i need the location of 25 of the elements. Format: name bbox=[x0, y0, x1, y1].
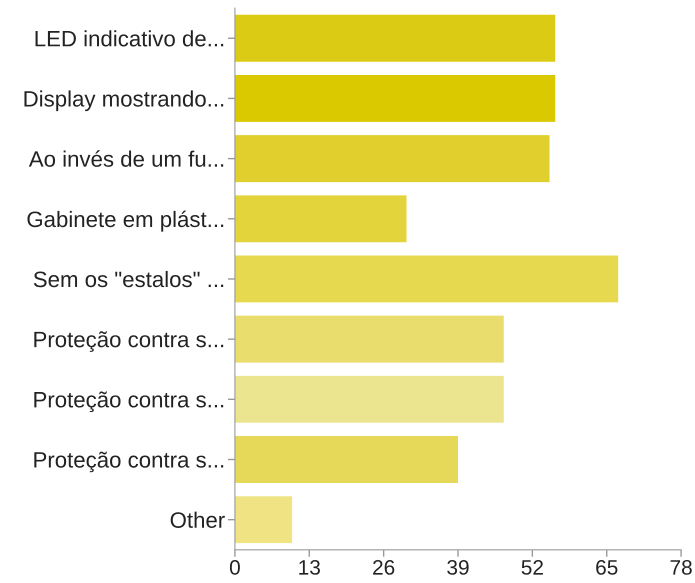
x-tick-label: 13 bbox=[299, 560, 320, 575]
y-tick-label: Sem os "estalos" ... bbox=[34, 270, 224, 288]
x-tick-label: 78 bbox=[670, 560, 692, 575]
bar bbox=[234, 496, 292, 544]
bar bbox=[234, 376, 504, 423]
y-tick-label: Gabinete em plást... bbox=[27, 210, 224, 232]
bar bbox=[234, 74, 556, 122]
x-tick-label: 26 bbox=[373, 560, 394, 575]
y-tick-label: Proteção contra s... bbox=[34, 391, 224, 412]
y-tick-label: LED indicativo de... bbox=[36, 30, 224, 47]
y-tick-label: Other bbox=[170, 512, 225, 528]
bar bbox=[234, 255, 618, 302]
x-tick-label: 39 bbox=[447, 560, 469, 575]
x-tick-label: 65 bbox=[596, 560, 618, 575]
bar bbox=[234, 14, 556, 62]
x-tick-label: 52 bbox=[522, 560, 543, 575]
y-tick-label: Proteção contra s... bbox=[34, 331, 224, 352]
y-tick-label: Proteção contra s... bbox=[34, 452, 224, 472]
bar bbox=[234, 195, 407, 242]
y-tick-label: Ao invés de um fu... bbox=[28, 150, 224, 167]
bar bbox=[234, 436, 458, 483]
bar bbox=[234, 316, 504, 363]
bar bbox=[234, 135, 550, 182]
y-tick-label: Display mostrando... bbox=[24, 90, 224, 112]
x-tick-label: 0 bbox=[230, 560, 240, 575]
